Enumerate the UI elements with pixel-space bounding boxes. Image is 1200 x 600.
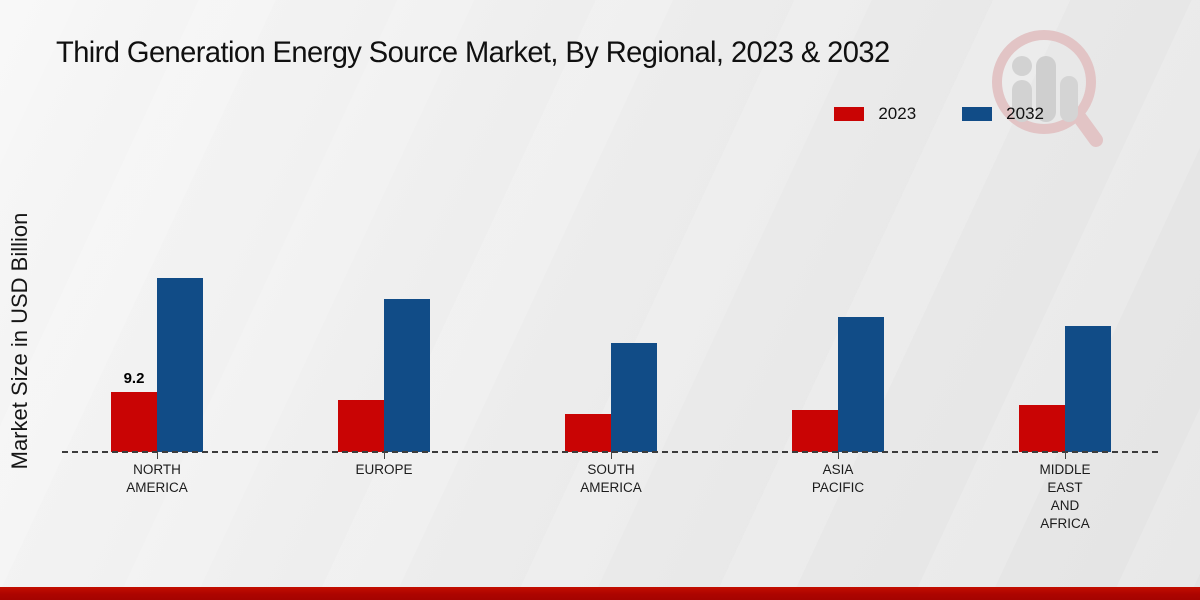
axis-tick-north-america — [157, 452, 158, 459]
axis-tick-middle-east-and-africa — [1065, 452, 1066, 459]
x-axis-baseline — [62, 451, 1158, 453]
category-label-europe: EUROPE — [355, 462, 413, 477]
category-label-south-america: SOUTH AMERICA — [580, 462, 642, 495]
legend: 2023 2032 — [834, 104, 1044, 124]
legend-swatch-2023 — [834, 107, 865, 121]
bar-2032-middle-east-and-africa[interactable] — [1065, 326, 1111, 452]
bar-2023-europe[interactable] — [338, 400, 384, 452]
legend-item-2032[interactable]: 2032 — [962, 104, 1044, 124]
bar-2023-south-america[interactable] — [565, 414, 611, 452]
footer-accent-bar — [0, 587, 1200, 600]
bar-2023-north-america[interactable] — [111, 392, 157, 452]
legend-label: 2023 — [878, 104, 917, 123]
chart-title: Third Generation Energy Source Market, B… — [56, 36, 890, 69]
bar-2023-asia-pacific[interactable] — [792, 410, 838, 452]
axis-tick-south-america — [611, 452, 612, 459]
bar-value-label: 9.2 — [123, 370, 145, 387]
category-label-asia-pacific: ASIA PACIFIC — [811, 462, 865, 495]
axis-tick-europe — [384, 452, 385, 459]
category-label-middle-east-and-africa: MIDDLE EAST AND AFRICA — [1039, 462, 1091, 531]
category-label-north-america: NORTH AMERICA — [126, 462, 188, 495]
legend-swatch-2032 — [962, 107, 993, 121]
legend-item-2023[interactable]: 2023 — [834, 104, 916, 124]
legend-label: 2032 — [1006, 104, 1044, 123]
bar-2032-europe[interactable] — [384, 299, 430, 452]
bar-2032-asia-pacific[interactable] — [838, 317, 884, 452]
axis-tick-asia-pacific — [838, 452, 839, 459]
bar-2032-north-america[interactable] — [157, 278, 203, 452]
bar-2023-middle-east-and-africa[interactable] — [1019, 405, 1065, 452]
y-axis-label: Market Size in USD Billion — [7, 212, 32, 470]
watermark-logo-icon — [992, 30, 1103, 147]
bar-2032-south-america[interactable] — [611, 343, 657, 452]
